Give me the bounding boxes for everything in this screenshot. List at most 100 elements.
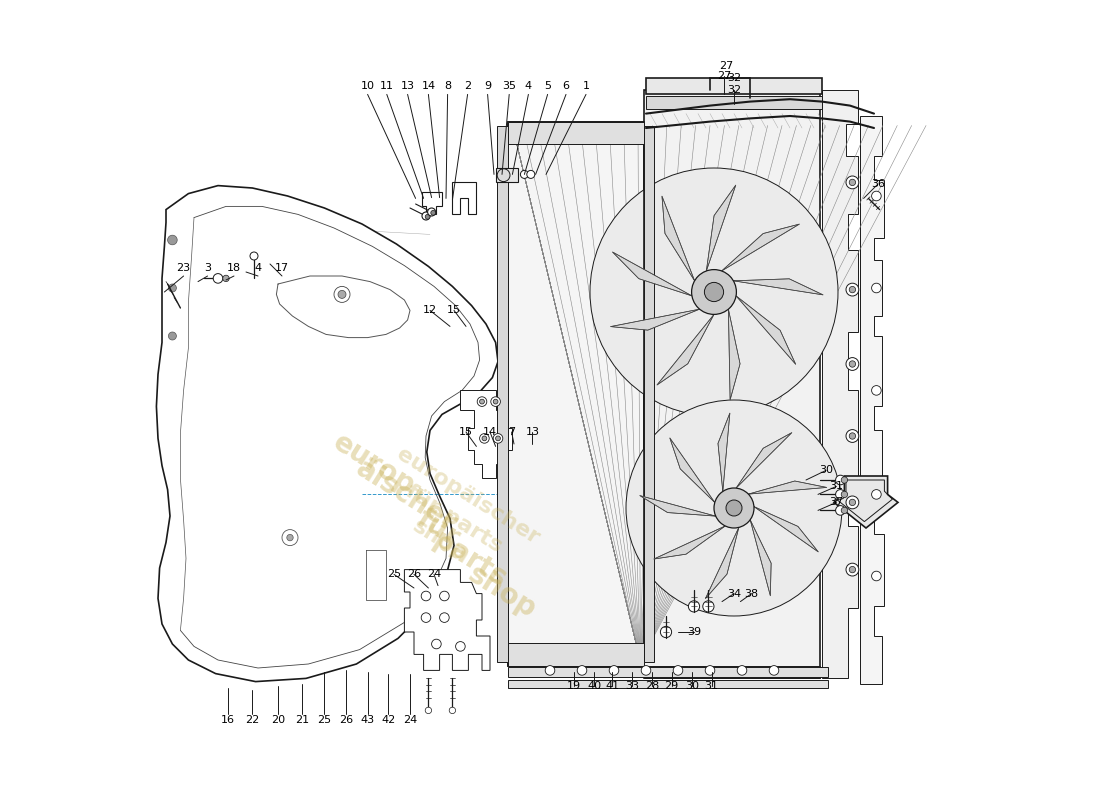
Text: äischer: äischer [350, 454, 462, 538]
Text: 43: 43 [361, 715, 375, 725]
Circle shape [546, 666, 554, 675]
Polygon shape [718, 413, 730, 491]
Text: 13: 13 [526, 427, 539, 437]
Text: 24: 24 [403, 715, 417, 725]
Circle shape [849, 179, 856, 186]
Circle shape [334, 286, 350, 302]
Circle shape [477, 397, 487, 406]
Text: 25: 25 [317, 715, 331, 725]
Circle shape [836, 490, 845, 499]
Text: 1: 1 [583, 82, 590, 91]
Text: 4: 4 [525, 82, 532, 91]
Circle shape [849, 499, 856, 506]
Polygon shape [662, 196, 694, 281]
Text: 4: 4 [254, 263, 262, 273]
Circle shape [846, 430, 859, 442]
Text: 37: 37 [829, 498, 844, 507]
Text: europäischer
für parts
shop: europäischer für parts shop [365, 444, 543, 593]
Polygon shape [736, 433, 792, 488]
Polygon shape [645, 126, 654, 662]
Circle shape [167, 235, 177, 245]
Text: 29: 29 [664, 682, 679, 691]
Polygon shape [452, 182, 476, 214]
Polygon shape [645, 90, 821, 678]
Circle shape [609, 666, 619, 675]
Circle shape [689, 601, 700, 612]
Text: 12: 12 [422, 306, 437, 315]
Polygon shape [496, 168, 518, 182]
Circle shape [846, 283, 859, 296]
Polygon shape [508, 643, 645, 666]
Polygon shape [422, 192, 442, 214]
Circle shape [705, 666, 715, 675]
Text: 42: 42 [382, 715, 396, 725]
Text: 31: 31 [829, 482, 844, 491]
Text: 21: 21 [295, 715, 309, 725]
Text: 2: 2 [464, 82, 471, 91]
Text: 18: 18 [227, 263, 241, 273]
Circle shape [168, 284, 176, 292]
Polygon shape [405, 570, 490, 670]
Text: 9: 9 [484, 82, 492, 91]
Circle shape [703, 601, 714, 612]
Text: 32: 32 [727, 74, 741, 83]
Circle shape [455, 642, 465, 651]
Circle shape [431, 639, 441, 649]
Circle shape [842, 477, 848, 483]
Text: 28: 28 [646, 682, 660, 691]
Polygon shape [734, 279, 823, 295]
Text: 36: 36 [871, 179, 886, 189]
Circle shape [428, 208, 436, 216]
Circle shape [871, 490, 881, 499]
Circle shape [493, 434, 503, 443]
Text: 30: 30 [685, 682, 700, 691]
Text: 20: 20 [271, 715, 285, 725]
Text: 15: 15 [459, 427, 473, 437]
Circle shape [520, 170, 528, 178]
Circle shape [213, 274, 223, 283]
Text: 5: 5 [544, 82, 551, 91]
Text: 26: 26 [407, 570, 421, 579]
Text: 41: 41 [605, 682, 619, 691]
Circle shape [871, 571, 881, 581]
Text: 39: 39 [686, 627, 701, 637]
Polygon shape [750, 520, 771, 596]
Polygon shape [610, 309, 700, 330]
Circle shape [673, 666, 683, 675]
Circle shape [250, 252, 258, 260]
Polygon shape [822, 90, 858, 678]
Circle shape [422, 212, 430, 220]
Circle shape [849, 361, 856, 367]
Polygon shape [657, 314, 714, 385]
Circle shape [846, 176, 859, 189]
Circle shape [737, 666, 747, 675]
Polygon shape [508, 122, 645, 144]
Text: 11: 11 [379, 82, 394, 91]
Text: 27: 27 [719, 61, 733, 70]
Circle shape [421, 613, 431, 622]
Polygon shape [156, 186, 498, 682]
Circle shape [493, 399, 498, 404]
Circle shape [421, 591, 431, 601]
Polygon shape [722, 224, 800, 271]
Text: 38: 38 [745, 589, 759, 598]
Circle shape [692, 270, 736, 314]
Text: 10: 10 [361, 82, 375, 91]
Circle shape [842, 507, 848, 514]
Circle shape [578, 666, 586, 675]
Text: 34: 34 [727, 589, 741, 598]
Circle shape [440, 591, 449, 601]
Text: 8: 8 [444, 82, 451, 91]
Text: für: für [411, 504, 465, 552]
Circle shape [769, 666, 779, 675]
Circle shape [338, 290, 346, 298]
Text: shop: shop [463, 560, 541, 624]
Text: 6: 6 [562, 82, 570, 91]
Polygon shape [513, 126, 640, 662]
Polygon shape [461, 390, 512, 478]
Polygon shape [645, 666, 821, 678]
Circle shape [223, 275, 229, 282]
Text: 35: 35 [503, 82, 516, 91]
Circle shape [714, 488, 754, 528]
Text: 16: 16 [221, 715, 234, 725]
